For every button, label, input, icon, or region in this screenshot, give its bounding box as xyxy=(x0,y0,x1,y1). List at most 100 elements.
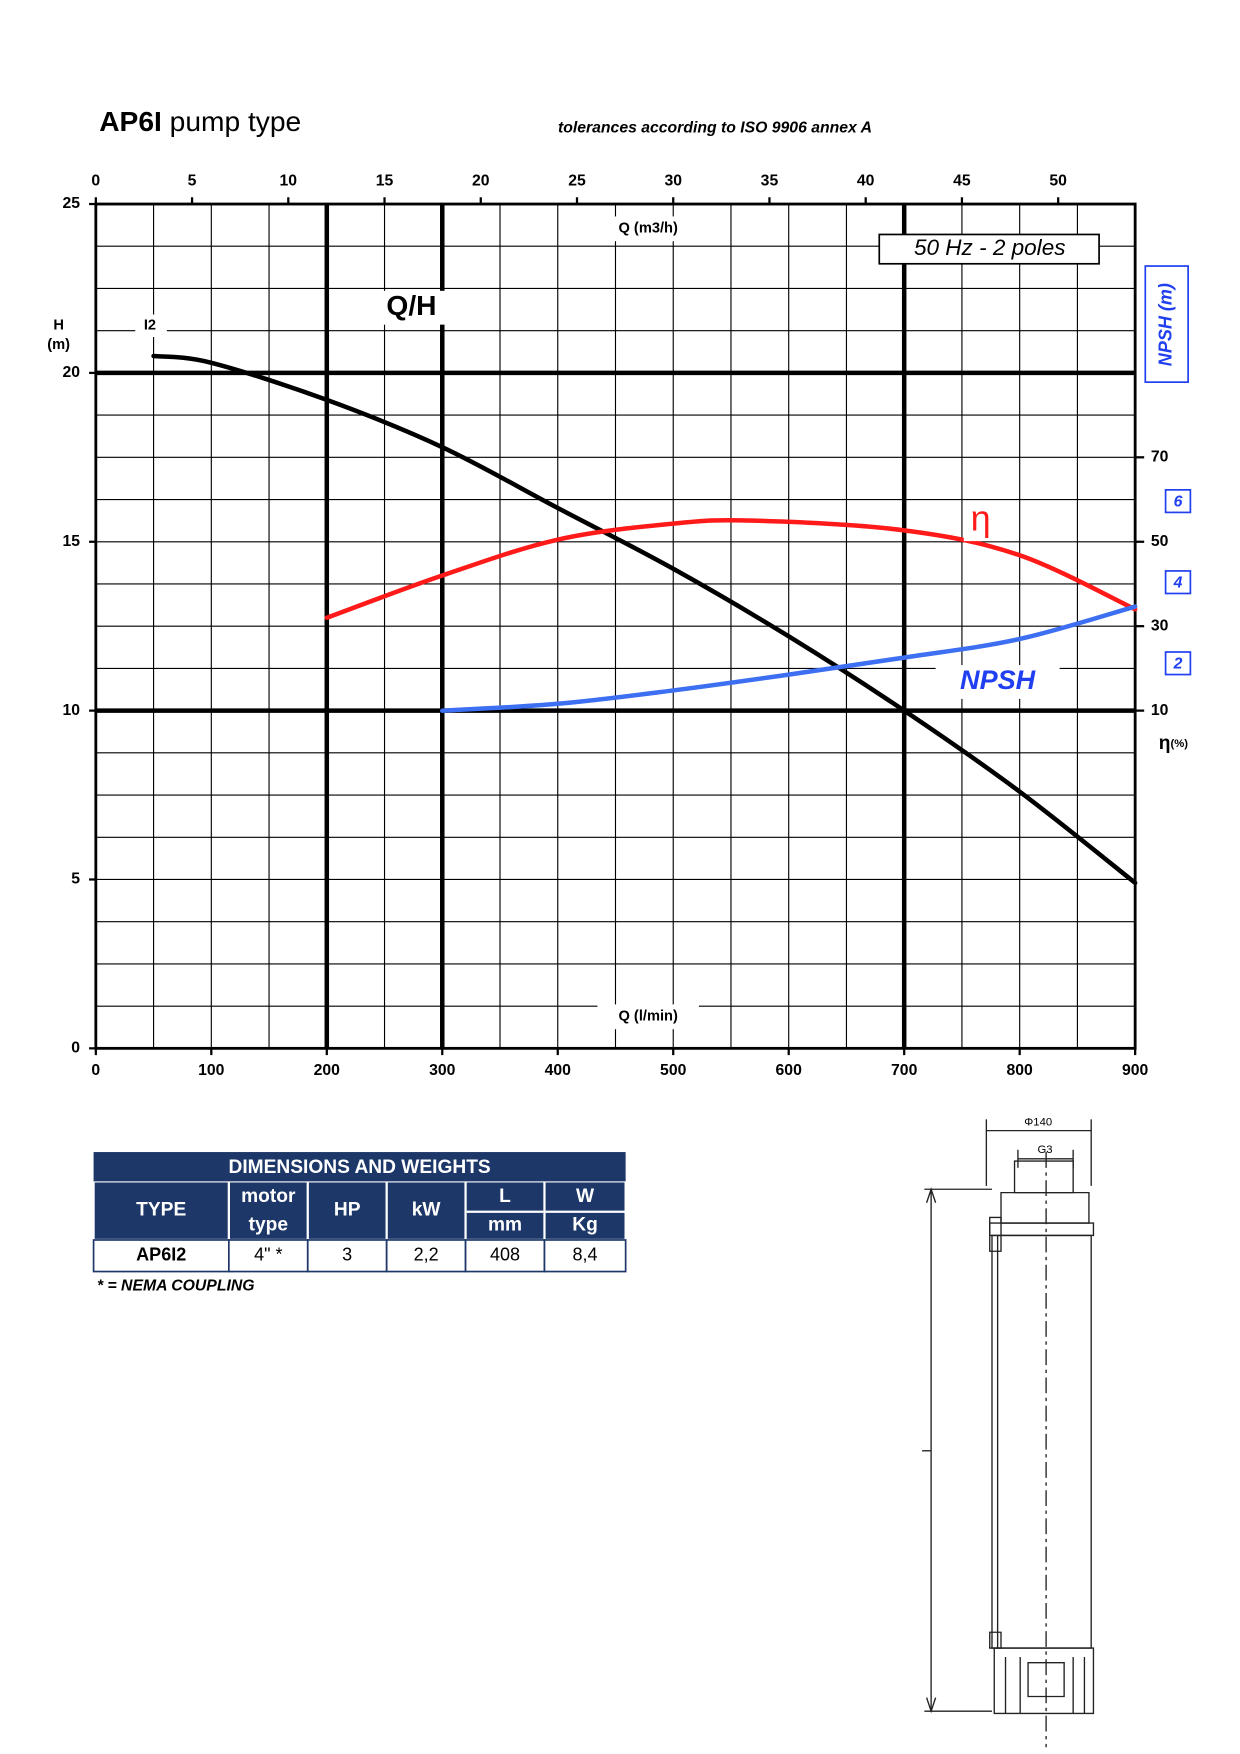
x2-tick-label: 10 xyxy=(280,173,298,190)
diameter-label: Φ140 xyxy=(1024,1117,1052,1129)
y-tick-label: 20 xyxy=(63,364,81,381)
x-tick-label: 800 xyxy=(1007,1062,1034,1079)
eta-unit: (%) xyxy=(1171,738,1189,750)
x-tick-label: 0 xyxy=(91,1062,100,1079)
title-bold: AP6I xyxy=(99,105,162,137)
table-header: motor xyxy=(241,1186,296,1207)
y3-tick-box xyxy=(1164,570,1192,595)
y2-tick-label: 50 xyxy=(1151,533,1169,550)
y-axis-label: H xyxy=(53,318,64,334)
x2-tick-label: 25 xyxy=(568,173,586,190)
x-tick-label: 500 xyxy=(660,1062,687,1079)
eta-axis-label: η(%) xyxy=(1159,733,1188,754)
x2-tick-label: 45 xyxy=(953,173,971,190)
table-header-cell xyxy=(94,1182,228,1239)
dim-arrows xyxy=(925,1187,937,1714)
y3-tick-label: 6 xyxy=(1174,493,1183,510)
table-header: Kg xyxy=(572,1214,598,1235)
curves xyxy=(151,353,1138,886)
pump-feet xyxy=(1004,1657,1086,1714)
label-bg xyxy=(935,665,1060,699)
y-tick-label: 0 xyxy=(71,1040,80,1057)
x2-tick-label: 15 xyxy=(376,173,394,190)
label-bg xyxy=(135,314,167,338)
badge-box xyxy=(878,233,1100,265)
table-cell-text: 4" * xyxy=(254,1245,282,1265)
table-cell-text: 2,2 xyxy=(414,1245,439,1265)
x-tick-label: 200 xyxy=(314,1062,341,1079)
table-cell xyxy=(543,1239,627,1273)
pump-neck xyxy=(1013,1160,1074,1194)
table-cell-text: 3 xyxy=(342,1245,352,1265)
table-cell-text: AP6I2 xyxy=(136,1245,186,1265)
qh-label: Q/H xyxy=(386,289,436,321)
table-header: L xyxy=(499,1186,511,1207)
grid xyxy=(95,203,1136,1049)
badge: 50 Hz - 2 poles xyxy=(914,235,1066,260)
x-tick-label: 900 xyxy=(1122,1062,1149,1079)
curve xyxy=(324,517,1138,620)
table-cell xyxy=(464,1239,546,1273)
table-title-bg xyxy=(93,1152,626,1182)
x2-tick-label: 40 xyxy=(857,173,875,190)
table-title: DIMENSIONS AND WEIGHTS xyxy=(229,1157,491,1178)
x2-tick-label: 0 xyxy=(91,173,100,190)
table-header: W xyxy=(576,1186,595,1207)
table-header-cell xyxy=(229,1182,307,1239)
y3-tick-box xyxy=(1164,651,1192,676)
curve xyxy=(151,353,1138,886)
x2-axis-label: Q (m3/h) xyxy=(618,221,678,237)
x2-tick-label: 5 xyxy=(188,173,197,190)
pump-head xyxy=(1000,1191,1090,1224)
pump-bracket xyxy=(989,1216,1002,1252)
table-header: mm xyxy=(488,1214,522,1235)
pump-body xyxy=(991,1234,1092,1649)
x2-tick-label: 50 xyxy=(1049,173,1067,190)
table-header: TYPE xyxy=(136,1200,186,1221)
table-header: HP xyxy=(334,1200,361,1221)
y-tick-label: 5 xyxy=(71,871,80,888)
table-cell xyxy=(385,1239,467,1273)
table-cell-text: 408 xyxy=(490,1245,520,1265)
y2-tick-label: 70 xyxy=(1151,448,1169,465)
table-cell xyxy=(92,1239,230,1273)
x-tick-label: 700 xyxy=(891,1062,918,1079)
y2-tick-label: 10 xyxy=(1151,702,1169,719)
label-bg xyxy=(963,502,1004,542)
title-rest: pump type xyxy=(170,105,302,137)
table-header: kW xyxy=(412,1200,442,1221)
x-tick-label: 400 xyxy=(545,1062,572,1079)
y3-tick-label: 2 xyxy=(1173,656,1183,673)
curve xyxy=(440,604,1138,713)
label-bg xyxy=(597,1004,699,1030)
table: DIMENSIONS AND WEIGHTS TYPE motor type HP kW L… xyxy=(92,1152,627,1273)
tolerance-note: tolerances according to ISO 9906 annex A xyxy=(558,120,872,137)
y-tick-label: 10 xyxy=(63,702,81,719)
x-axis-label: Q (l/min) xyxy=(618,1009,677,1025)
table-header: type xyxy=(249,1214,288,1235)
labels: Q (m3/h) Q (l/min) H (m) 50 Hz - 2 poles… xyxy=(47,216,1189,1030)
y2-tick-label: 30 xyxy=(1151,617,1169,634)
eta-label: η xyxy=(971,497,991,538)
label-bg xyxy=(358,290,469,325)
table-header-cell xyxy=(387,1182,465,1239)
y-tick-label: 25 xyxy=(63,195,81,212)
x2-tick-label: 35 xyxy=(761,173,779,190)
y3-tick-label: 4 xyxy=(1173,575,1183,592)
eta-symbol: η xyxy=(1159,733,1171,754)
x2-tick-label: 30 xyxy=(664,173,682,190)
npsh-axis-box xyxy=(1144,265,1189,383)
x-tick-label: 600 xyxy=(776,1062,803,1079)
pump-base xyxy=(993,1647,1095,1715)
curve-annotation: I2 xyxy=(144,318,156,334)
label-bg xyxy=(597,216,699,242)
y-tick-label: 15 xyxy=(63,533,81,550)
table-cell-text: 8,4 xyxy=(573,1245,598,1265)
x-tick-label: 100 xyxy=(198,1062,225,1079)
npsh-label: NPSH xyxy=(960,665,1036,695)
table-footnote: * = NEMA COUPLING xyxy=(97,1277,255,1294)
pump-cap xyxy=(989,1222,1095,1237)
y3-tick-box xyxy=(1164,489,1192,514)
